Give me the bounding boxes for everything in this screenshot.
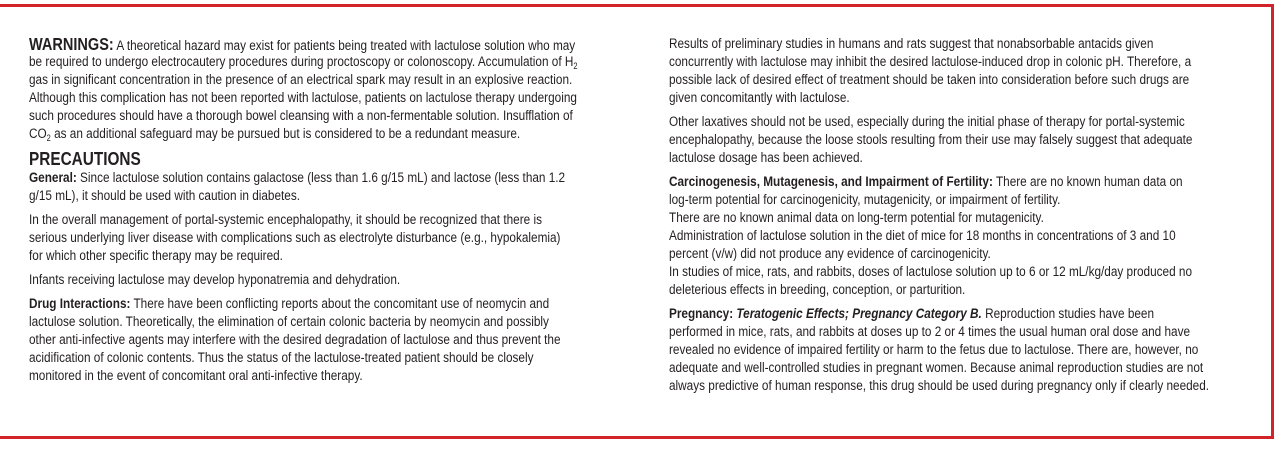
line-text: encephalopathy, because the loose stools… <box>669 132 1193 148</box>
paragraph: Pregnancy: Teratogenic Effects; Pregnanc… <box>669 305 1209 395</box>
line-text: concurrently with lactulose may inhibit … <box>669 54 1192 70</box>
paragraph: In the overall management of portal-syst… <box>29 211 578 265</box>
paragraph: Infants receiving lactulose may develop … <box>29 271 578 289</box>
text-line: monitored in the event of concomitant or… <box>29 367 578 385</box>
label-border <box>0 4 1274 439</box>
paragraph: Carcinogenesis, Mutagenesis, and Impairm… <box>669 173 1209 299</box>
line-text: percent (v/w) did not produce any eviden… <box>669 246 991 262</box>
line-text: be required to undergo electrocautery pr… <box>29 54 574 70</box>
line-text: Results of preliminary studies in humans… <box>669 36 1154 52</box>
paragraph-lead: General: <box>29 170 77 186</box>
section-heading: PRECAUTIONS <box>29 148 141 169</box>
paragraph-lead: Pregnancy: <box>669 306 734 322</box>
text-line: be required to undergo electrocautery pr… <box>29 53 578 71</box>
text-line: other anti-infective agents may interfer… <box>29 331 578 349</box>
right-column: Results of preliminary studies in humans… <box>669 35 1209 401</box>
text-line: lactulose solution. Theoretically, the e… <box>29 313 578 331</box>
line-text: Other laxatives should not be used, espe… <box>669 114 1185 130</box>
text-line: General: Since lactulose solution contai… <box>29 169 578 187</box>
line-text: serious underlying liver disease with co… <box>29 230 561 246</box>
text-line: for which other specific therapy may be … <box>29 247 578 265</box>
line-text: possible lack of desired effect of treat… <box>669 72 1190 88</box>
paragraph-lead: WARNINGS: <box>29 34 114 54</box>
line-text: deleterious effects in breeding, concept… <box>669 282 966 298</box>
line-text: Although this complication has not been … <box>29 90 577 106</box>
text-line: percent (v/w) did not produce any eviden… <box>669 245 1209 263</box>
text-line: WARNINGS: A theoretical hazard may exist… <box>29 34 578 54</box>
line-text: Infants receiving lactulose may develop … <box>29 272 401 288</box>
text-line: possible lack of desired effect of treat… <box>669 71 1209 89</box>
line-text: There are no known human data on <box>995 174 1183 190</box>
line-text: such procedures should have a thorough b… <box>29 108 573 124</box>
text-line: Pregnancy: Teratogenic Effects; Pregnanc… <box>669 305 1209 323</box>
text-line: deleterious effects in breeding, concept… <box>669 281 1209 299</box>
line-text: other anti-infective agents may interfer… <box>29 332 561 348</box>
line-text: adequate and well-controlled studies in … <box>669 360 1204 376</box>
subscript: 2 <box>46 133 51 143</box>
line-text: acidification of colonic contents. Thus … <box>29 350 534 366</box>
subscript: 2 <box>573 61 578 71</box>
text-line: gas in significant concentration in the … <box>29 71 578 89</box>
text-line: Infants receiving lactulose may develop … <box>29 271 578 289</box>
text-line: serious underlying liver disease with co… <box>29 229 578 247</box>
line-text: Reproduction studies have been <box>985 306 1155 322</box>
line-text: In studies of mice, rats, and rabbits, d… <box>669 264 1193 280</box>
line-text: lactulose solution. Theoretically, the e… <box>29 314 549 330</box>
text-line: Carcinogenesis, Mutagenesis, and Impairm… <box>669 173 1209 191</box>
line-text: A theoretical hazard may exist for patie… <box>116 38 576 54</box>
text-line: In studies of mice, rats, and rabbits, d… <box>669 263 1209 281</box>
text-line: such procedures should have a thorough b… <box>29 107 578 125</box>
line-text: There have been conflicting reports abou… <box>133 296 550 312</box>
line-text: performed in mice, rats, and rabbits at … <box>669 324 1191 340</box>
line-text: given concomitantly with lactulose. <box>669 90 850 106</box>
text-line: Other laxatives should not be used, espe… <box>669 113 1209 131</box>
paragraph: Other laxatives should not be used, espe… <box>669 113 1209 167</box>
text-line: In the overall management of portal-syst… <box>29 211 578 229</box>
line-text: g/15 mL), it should be used with caution… <box>29 188 301 204</box>
text-line: There are no known animal data on long-t… <box>669 209 1209 227</box>
line-text: monitored in the event of concomitant or… <box>29 368 363 384</box>
paragraph: WARNINGS: A theoretical hazard may exist… <box>29 35 578 143</box>
line-text: for which other specific therapy may be … <box>29 248 283 264</box>
line-text-after: as an additional safeguard may be pursue… <box>50 126 521 142</box>
text-line: Administration of lactulose solution in … <box>669 227 1209 245</box>
text-line: revealed no evidence of impaired fertili… <box>669 341 1209 359</box>
line-text: always predictive of human response, thi… <box>669 378 1210 394</box>
paragraph: General: Since lactulose solution contai… <box>29 169 578 205</box>
paragraph: Results of preliminary studies in humans… <box>669 35 1209 107</box>
text-line: g/15 mL), it should be used with caution… <box>29 187 578 205</box>
line-text: CO <box>29 126 47 142</box>
text-line: performed in mice, rats, and rabbits at … <box>669 323 1209 341</box>
text-line: adequate and well-controlled studies in … <box>669 359 1209 377</box>
line-text: There are no known animal data on long-t… <box>669 210 1044 226</box>
line-text: log-term potential for carcinogenicity, … <box>669 192 1061 208</box>
paragraph: Drug Interactions: There have been confl… <box>29 295 578 385</box>
text-line: concurrently with lactulose may inhibit … <box>669 53 1209 71</box>
text-line: lactulose dosage has been achieved. <box>669 149 1209 167</box>
text-line: Although this complication has not been … <box>29 89 578 107</box>
text-line: log-term potential for carcinogenicity, … <box>669 191 1209 209</box>
text-line: encephalopathy, because the loose stools… <box>669 131 1209 149</box>
text-line: always predictive of human response, thi… <box>669 377 1209 395</box>
text-line: Drug Interactions: There have been confl… <box>29 295 578 313</box>
line-text: lactulose dosage has been achieved. <box>669 150 863 166</box>
paragraph-lead: Carcinogenesis, Mutagenesis, and Impairm… <box>669 174 993 190</box>
text-line: CO2 as an additional safeguard may be pu… <box>29 125 578 143</box>
text-line: acidification of colonic contents. Thus … <box>29 349 578 367</box>
left-column: WARNINGS: A theoretical hazard may exist… <box>29 35 578 391</box>
line-text: gas in significant concentration in the … <box>29 72 573 88</box>
line-text: In the overall management of portal-syst… <box>29 212 542 228</box>
text-line: Results of preliminary studies in humans… <box>669 35 1209 53</box>
paragraph-lead: Drug Interactions: <box>29 296 131 312</box>
line-text: Administration of lactulose solution in … <box>669 228 1176 244</box>
text-line: given concomitantly with lactulose. <box>669 89 1209 107</box>
line-text: Since lactulose solution contains galact… <box>80 170 566 186</box>
line-text: revealed no evidence of impaired fertili… <box>669 342 1199 358</box>
paragraph-lead-italic: Teratogenic Effects; Pregnancy Category … <box>736 306 982 322</box>
